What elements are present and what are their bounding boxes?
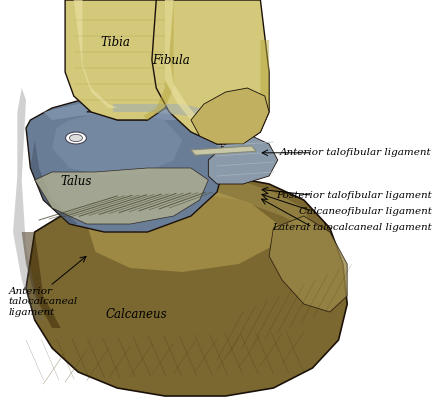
Ellipse shape bbox=[66, 132, 86, 144]
Polygon shape bbox=[30, 140, 78, 224]
Polygon shape bbox=[52, 112, 182, 176]
Polygon shape bbox=[74, 0, 117, 108]
Text: Anterior
talocalcaneal
ligament: Anterior talocalcaneal ligament bbox=[9, 287, 78, 317]
Polygon shape bbox=[191, 146, 256, 155]
Ellipse shape bbox=[69, 134, 82, 142]
Polygon shape bbox=[165, 0, 200, 120]
Polygon shape bbox=[191, 88, 269, 144]
Polygon shape bbox=[208, 136, 278, 184]
Polygon shape bbox=[152, 0, 269, 144]
Polygon shape bbox=[65, 176, 312, 232]
Polygon shape bbox=[26, 92, 226, 232]
Polygon shape bbox=[13, 88, 43, 320]
Polygon shape bbox=[269, 216, 347, 312]
Polygon shape bbox=[239, 40, 269, 144]
Text: Anterior talofibular ligament: Anterior talofibular ligament bbox=[280, 148, 432, 157]
Text: Calcaneus: Calcaneus bbox=[106, 308, 168, 320]
Polygon shape bbox=[35, 168, 208, 224]
Text: Lateral talocalcaneal ligament: Lateral talocalcaneal ligament bbox=[272, 223, 432, 232]
Text: Fibula: Fibula bbox=[153, 54, 190, 67]
Polygon shape bbox=[87, 192, 278, 272]
Polygon shape bbox=[143, 0, 174, 120]
Text: Tibia: Tibia bbox=[100, 36, 130, 48]
Polygon shape bbox=[22, 232, 61, 328]
Text: Posterior talofibular ligament: Posterior talofibular ligament bbox=[276, 191, 432, 200]
Polygon shape bbox=[113, 104, 217, 116]
Polygon shape bbox=[87, 88, 260, 140]
Polygon shape bbox=[26, 176, 347, 396]
Polygon shape bbox=[43, 100, 191, 120]
Text: Calcaneofibular ligament: Calcaneofibular ligament bbox=[299, 207, 432, 216]
Polygon shape bbox=[65, 0, 174, 120]
Text: Talus: Talus bbox=[60, 176, 92, 188]
